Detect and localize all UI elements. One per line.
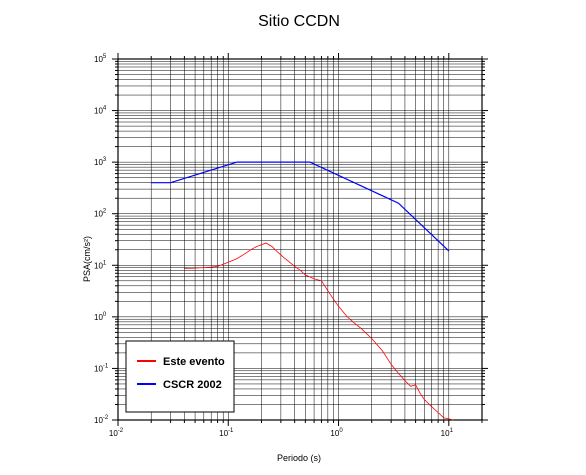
plot-frame bbox=[117, 58, 483, 421]
series-group bbox=[151, 161, 454, 421]
y-tick-base: 10 bbox=[94, 416, 103, 425]
legend-label-cscr-2002: CSCR 2002 bbox=[163, 379, 222, 391]
y-tick-base: 10 bbox=[94, 210, 103, 219]
y-tick-base: 10 bbox=[94, 261, 103, 270]
legend-box bbox=[125, 340, 235, 413]
x-axis-label: Periodo (s) bbox=[277, 453, 321, 463]
y-tick-exponent: 0 bbox=[103, 312, 107, 318]
y-tick-exponent: -1 bbox=[103, 363, 109, 369]
x-tick-base: 10 bbox=[441, 429, 450, 438]
y-tick-exponent: 3 bbox=[103, 157, 107, 163]
series-line-cscr-2002 bbox=[151, 161, 450, 252]
y-tick-label: 102 bbox=[94, 209, 107, 219]
tick-marks bbox=[112, 53, 488, 426]
x-tick-exponent: 1 bbox=[450, 428, 454, 434]
y-tick-label: 103 bbox=[94, 157, 107, 167]
legend: Este evento CSCR 2002 bbox=[125, 340, 235, 413]
y-tick-exponent: 4 bbox=[103, 106, 107, 112]
y-tick-label: 10-1 bbox=[94, 363, 109, 373]
x-tick-exponent: -2 bbox=[118, 428, 124, 434]
x-tick-base: 10 bbox=[219, 429, 228, 438]
legend-label-este-evento: Este evento bbox=[163, 356, 225, 368]
x-tick-label: 10-2 bbox=[109, 428, 124, 438]
y-tick-base: 10 bbox=[94, 313, 103, 322]
y-tick-exponent: 5 bbox=[103, 54, 107, 60]
chart-title: Sitio CCDN bbox=[258, 13, 340, 30]
y-tick-exponent: 2 bbox=[103, 209, 107, 215]
y-tick-label: 100 bbox=[94, 312, 107, 322]
x-tick-label: 10-1 bbox=[219, 428, 234, 438]
x-tick-exponent: 0 bbox=[339, 428, 343, 434]
x-tick-label: 101 bbox=[441, 428, 454, 438]
y-tick-base: 10 bbox=[94, 364, 103, 373]
y-tick-base: 10 bbox=[94, 158, 103, 167]
y-tick-exponent: -2 bbox=[103, 415, 109, 421]
series-line-este-evento bbox=[184, 242, 454, 421]
x-tick-exponent: -1 bbox=[228, 428, 234, 434]
y-tick-exponent: 1 bbox=[103, 260, 107, 266]
x-tick-base: 10 bbox=[109, 429, 118, 438]
y-axis-label: PSA(cm/s²) bbox=[82, 236, 92, 282]
y-tick-base: 10 bbox=[94, 107, 103, 116]
y-tick-base: 10 bbox=[94, 55, 103, 64]
x-tick-base: 10 bbox=[330, 429, 339, 438]
y-tick-label: 10-2 bbox=[94, 415, 109, 425]
y-tick-label: 101 bbox=[94, 260, 107, 270]
x-tick-label: 100 bbox=[330, 428, 343, 438]
y-tick-label: 105 bbox=[94, 54, 107, 64]
y-tick-label: 104 bbox=[94, 106, 107, 116]
